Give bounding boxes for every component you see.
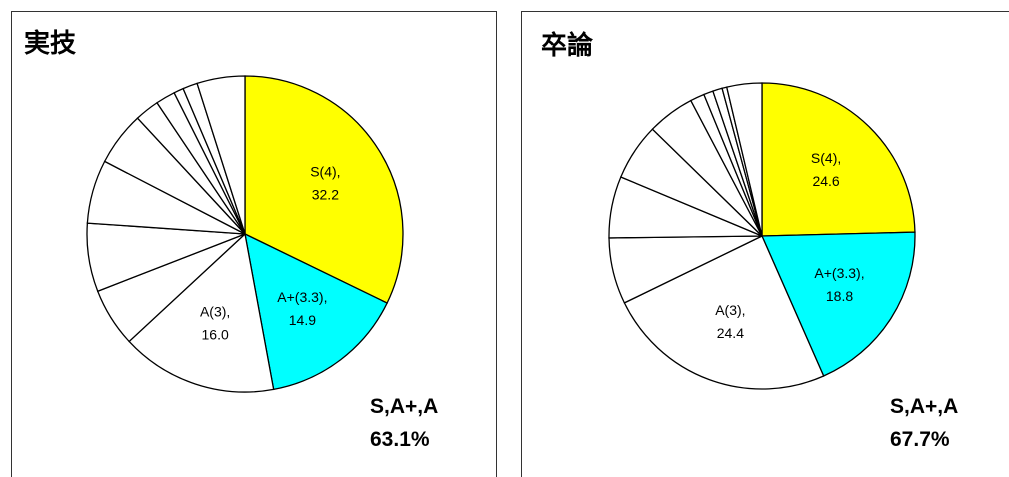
slice-value: 24.6 bbox=[812, 173, 839, 189]
slice-value: 32.2 bbox=[312, 186, 339, 202]
annotation: S,A+,A bbox=[370, 395, 438, 418]
pie-slice bbox=[725, 82, 763, 237]
annotation: 67.7% bbox=[890, 428, 950, 451]
pie-slice bbox=[128, 232, 275, 393]
chart-title: 実技 bbox=[24, 28, 76, 59]
slice-category: A+(3.3), bbox=[277, 289, 327, 305]
pie-slice bbox=[196, 75, 246, 235]
slice-value: 16.0 bbox=[202, 327, 229, 343]
slice-value: 14.9 bbox=[289, 312, 316, 328]
panel bbox=[521, 11, 1009, 477]
panel bbox=[11, 11, 497, 477]
slice-category: A+(3.3), bbox=[814, 265, 864, 281]
chart-title: 卒論 bbox=[541, 30, 594, 61]
slice-category: A(3), bbox=[715, 302, 745, 318]
slice-category: A(3), bbox=[200, 304, 230, 320]
pie-slice bbox=[623, 235, 825, 390]
pie-slice bbox=[244, 75, 404, 304]
pie-slice bbox=[761, 231, 916, 377]
annotation: S,A+,A bbox=[890, 395, 958, 418]
annotation: 63.1% bbox=[370, 428, 430, 451]
pie-slice bbox=[244, 232, 388, 391]
slice-value: 18.8 bbox=[826, 288, 853, 304]
slice-category: S(4), bbox=[811, 150, 841, 166]
slice-value: 24.4 bbox=[717, 325, 744, 341]
pie-slice bbox=[761, 82, 916, 237]
slice-category: S(4), bbox=[310, 163, 340, 179]
